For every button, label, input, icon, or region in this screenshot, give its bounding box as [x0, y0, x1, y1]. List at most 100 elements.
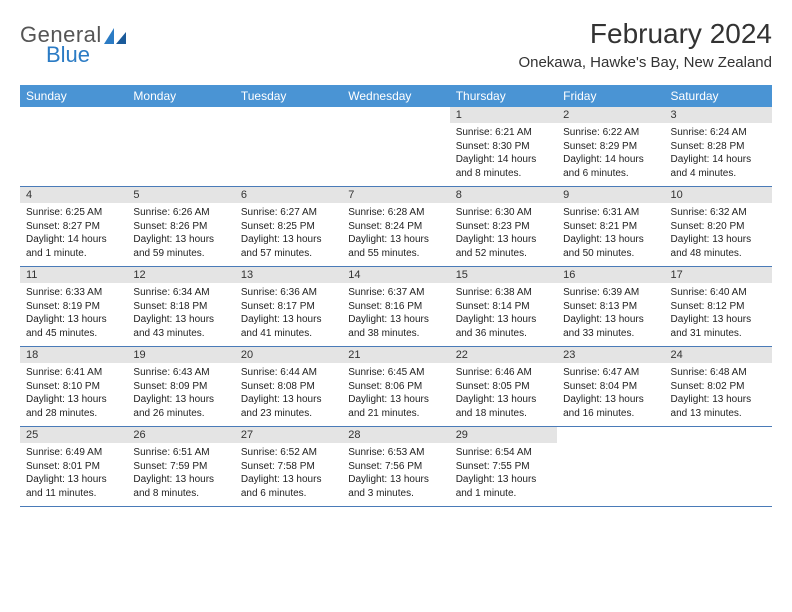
day-number: 26: [127, 427, 234, 443]
sunrise-text: Sunrise: 6:44 AM: [241, 366, 336, 380]
daylight-text: Daylight: 13 hours and 38 minutes.: [348, 313, 443, 340]
day-data: Sunrise: 6:52 AMSunset: 7:58 PMDaylight:…: [235, 443, 342, 506]
day-cell: 5 Sunrise: 6:26 AMSunset: 8:26 PMDaylight…: [127, 187, 234, 267]
day-data: [127, 111, 234, 169]
day-cell: 3Sunrise: 6:24 AMSunset: 8:28 PMDaylight…: [665, 107, 772, 187]
sail-icon: [104, 28, 126, 44]
brand-logo: General Blue: [20, 22, 126, 68]
sunset-text: Sunset: 8:19 PM: [26, 300, 121, 314]
day-data: Sunrise: 6:45 AMSunset: 8:06 PMDaylight:…: [342, 363, 449, 426]
sunrise-text: Sunrise: 6:37 AM: [348, 286, 443, 300]
daylight-text: Daylight: 13 hours and 36 minutes.: [456, 313, 551, 340]
sunrise-text: Sunrise: 6:26 AM: [133, 206, 228, 220]
day-cell: 16Sunrise: 6:39 AMSunset: 8:13 PMDayligh…: [557, 267, 664, 347]
sunset-text: Sunset: 8:20 PM: [671, 220, 766, 234]
sunset-text: Sunset: 8:14 PM: [456, 300, 551, 314]
daylight-text: Daylight: 13 hours and 3 minutes.: [348, 473, 443, 500]
daylight-text: Daylight: 13 hours and 28 minutes.: [26, 393, 121, 420]
week-row: 1Sunrise: 6:21 AMSunset: 8:30 PMDaylight…: [20, 107, 772, 187]
daylight-text: Daylight: 13 hours and 41 minutes.: [241, 313, 336, 340]
day-number: 4: [20, 187, 127, 203]
sunrise-text: Sunrise: 6:21 AM: [456, 126, 551, 140]
day-number: 9: [557, 187, 664, 203]
day-cell: 15Sunrise: 6:38 AMSunset: 8:14 PMDayligh…: [450, 267, 557, 347]
daylight-text: Daylight: 13 hours and 43 minutes.: [133, 313, 228, 340]
daylight-text: Daylight: 13 hours and 11 minutes.: [26, 473, 121, 500]
daylight-text: Daylight: 13 hours and 33 minutes.: [563, 313, 658, 340]
day-cell: 25Sunrise: 6:49 AMSunset: 8:01 PMDayligh…: [20, 427, 127, 507]
daylight-text: Daylight: 13 hours and 18 minutes.: [456, 393, 551, 420]
day-cell: 9Sunrise: 6:31 AMSunset: 8:21 PMDaylight…: [557, 187, 664, 267]
daylight-text: Daylight: 14 hours and 4 minutes.: [671, 153, 766, 180]
sunset-text: Sunset: 8:26 PM: [133, 220, 228, 234]
col-friday: Friday: [557, 85, 664, 107]
day-data: Sunrise: 6:32 AMSunset: 8:20 PMDaylight:…: [665, 203, 772, 266]
daylight-text: Daylight: 13 hours and 50 minutes.: [563, 233, 658, 260]
day-data: Sunrise: 6:51 AMSunset: 7:59 PMDaylight:…: [127, 443, 234, 506]
day-data: Sunrise: 6:22 AMSunset: 8:29 PMDaylight:…: [557, 123, 664, 186]
day-number: 20: [235, 347, 342, 363]
day-number: 5: [127, 187, 234, 203]
day-number: 22: [450, 347, 557, 363]
day-number: 1: [450, 107, 557, 123]
sunrise-text: Sunrise: 6:33 AM: [26, 286, 121, 300]
daylight-text: Daylight: 13 hours and 59 minutes.: [133, 233, 228, 260]
day-cell: 29Sunrise: 6:54 AMSunset: 7:55 PMDayligh…: [450, 427, 557, 507]
sunset-text: Sunset: 8:04 PM: [563, 380, 658, 394]
daylight-text: Daylight: 14 hours and 6 minutes.: [563, 153, 658, 180]
day-cell: 10Sunrise: 6:32 AMSunset: 8:20 PMDayligh…: [665, 187, 772, 267]
day-cell: 13Sunrise: 6:36 AMSunset: 8:17 PMDayligh…: [235, 267, 342, 347]
sunset-text: Sunset: 8:09 PM: [133, 380, 228, 394]
sunset-text: Sunset: 8:10 PM: [26, 380, 121, 394]
day-cell: 17Sunrise: 6:40 AMSunset: 8:12 PMDayligh…: [665, 267, 772, 347]
day-header-row: Sunday Monday Tuesday Wednesday Thursday…: [20, 85, 772, 107]
day-cell: 12Sunrise: 6:34 AMSunset: 8:18 PMDayligh…: [127, 267, 234, 347]
daylight-text: Daylight: 13 hours and 13 minutes.: [671, 393, 766, 420]
sunrise-text: Sunrise: 6:49 AM: [26, 446, 121, 460]
day-cell: 11Sunrise: 6:33 AMSunset: 8:19 PMDayligh…: [20, 267, 127, 347]
day-number: 3: [665, 107, 772, 123]
col-tuesday: Tuesday: [235, 85, 342, 107]
daylight-text: Daylight: 13 hours and 23 minutes.: [241, 393, 336, 420]
day-data: Sunrise: 6:39 AMSunset: 8:13 PMDaylight:…: [557, 283, 664, 346]
sunrise-text: Sunrise: 6:40 AM: [671, 286, 766, 300]
sunrise-text: Sunrise: 6:28 AM: [348, 206, 443, 220]
sunrise-text: Sunrise: 6:30 AM: [456, 206, 551, 220]
day-data: [557, 431, 664, 489]
daylight-text: Daylight: 13 hours and 6 minutes.: [241, 473, 336, 500]
sunset-text: Sunset: 8:23 PM: [456, 220, 551, 234]
sunrise-text: Sunrise: 6:39 AM: [563, 286, 658, 300]
daylight-text: Daylight: 13 hours and 57 minutes.: [241, 233, 336, 260]
sunset-text: Sunset: 8:25 PM: [241, 220, 336, 234]
sunset-text: Sunset: 8:18 PM: [133, 300, 228, 314]
location: Onekawa, Hawke's Bay, New Zealand: [518, 54, 772, 71]
sunset-text: Sunset: 8:27 PM: [26, 220, 121, 234]
day-data: Sunrise: 6:24 AMSunset: 8:28 PMDaylight:…: [665, 123, 772, 186]
day-cell: [235, 107, 342, 187]
day-data: Sunrise: 6:25 AMSunset: 8:27 PMDaylight:…: [20, 203, 127, 266]
day-number: 24: [665, 347, 772, 363]
col-saturday: Saturday: [665, 85, 772, 107]
sunrise-text: Sunrise: 6:47 AM: [563, 366, 658, 380]
sunset-text: Sunset: 7:58 PM: [241, 460, 336, 474]
day-cell: 23Sunrise: 6:47 AMSunset: 8:04 PMDayligh…: [557, 347, 664, 427]
day-data: Sunrise: 6:33 AMSunset: 8:19 PMDaylight:…: [20, 283, 127, 346]
day-data: Sunrise: 6:28 AMSunset: 8:24 PMDaylight:…: [342, 203, 449, 266]
day-number: 28: [342, 427, 449, 443]
week-row: 4Sunrise: 6:25 AMSunset: 8:27 PMDaylight…: [20, 187, 772, 267]
sunset-text: Sunset: 7:55 PM: [456, 460, 551, 474]
day-cell: 6Sunrise: 6:27 AMSunset: 8:25 PMDaylight…: [235, 187, 342, 267]
day-number: 27: [235, 427, 342, 443]
daylight-text: Daylight: 14 hours and 8 minutes.: [456, 153, 551, 180]
sunset-text: Sunset: 8:02 PM: [671, 380, 766, 394]
sunrise-text: Sunrise: 6:34 AM: [133, 286, 228, 300]
header: General Blue February 2024 Onekawa, Hawk…: [20, 18, 772, 77]
day-data: Sunrise: 6:38 AMSunset: 8:14 PMDaylight:…: [450, 283, 557, 346]
day-number: 6: [235, 187, 342, 203]
sunrise-text: Sunrise: 6:24 AM: [671, 126, 766, 140]
sunrise-text: Sunrise: 6:43 AM: [133, 366, 228, 380]
day-data: Sunrise: 6:36 AMSunset: 8:17 PMDaylight:…: [235, 283, 342, 346]
day-cell: 1Sunrise: 6:21 AMSunset: 8:30 PMDaylight…: [450, 107, 557, 187]
day-data: Sunrise: 6:37 AMSunset: 8:16 PMDaylight:…: [342, 283, 449, 346]
col-wednesday: Wednesday: [342, 85, 449, 107]
